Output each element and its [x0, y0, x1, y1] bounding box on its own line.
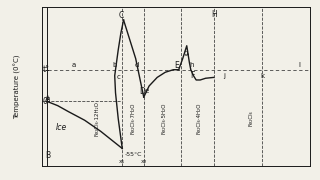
Text: 0°: 0°	[43, 97, 52, 106]
Text: Fe₂Cl₆·4H₂O: Fe₂Cl₆·4H₂O	[196, 103, 201, 134]
Text: H: H	[211, 10, 217, 19]
Text: -55°C: -55°C	[125, 152, 142, 157]
Text: g: g	[184, 50, 188, 57]
Text: t°: t°	[43, 65, 50, 74]
Text: a: a	[72, 62, 76, 68]
Text: j: j	[223, 73, 225, 79]
Text: E: E	[174, 61, 179, 70]
Text: c: c	[117, 74, 121, 80]
Text: F: F	[190, 71, 194, 80]
Text: d: d	[135, 62, 139, 68]
Text: l: l	[299, 62, 301, 68]
Text: e: e	[144, 88, 148, 94]
Text: D: D	[140, 87, 145, 96]
Text: Fe₂Cl₆·12H₂O: Fe₂Cl₆·12H₂O	[94, 101, 99, 136]
Text: Ice: Ice	[56, 123, 68, 132]
Text: h: h	[189, 62, 194, 68]
Text: Fe₂Cl₆·5H₂O: Fe₂Cl₆·5H₂O	[161, 103, 166, 134]
Text: Temperature (0°C): Temperature (0°C)	[14, 54, 21, 119]
Text: Fe₂Cl₆·7H₂O: Fe₂Cl₆·7H₂O	[131, 103, 135, 134]
Text: x₁: x₁	[119, 159, 125, 164]
Text: k: k	[260, 73, 264, 79]
Text: A: A	[45, 95, 50, 104]
Text: B: B	[45, 151, 50, 160]
Text: Fe₂Cl₆: Fe₂Cl₆	[249, 111, 254, 126]
Text: b: b	[112, 62, 116, 68]
Text: C: C	[118, 11, 124, 20]
Text: x₂: x₂	[140, 159, 147, 164]
